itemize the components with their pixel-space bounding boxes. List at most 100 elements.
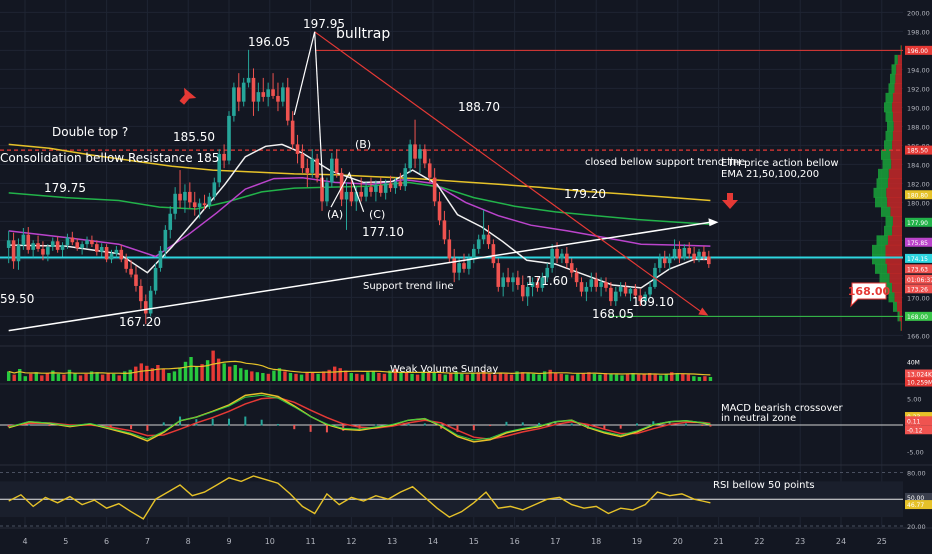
candle-body-bear (300, 153, 305, 169)
volume-bar (570, 375, 574, 381)
profile-bar-up (893, 301, 898, 312)
candle-body-bear (90, 240, 94, 245)
volume-bar (239, 368, 243, 381)
volume-bar (305, 373, 309, 381)
candle-body-bull (46, 247, 50, 255)
macd-histogram-bar (701, 425, 704, 427)
abc-wave-line (330, 171, 365, 213)
candle-body-bull (16, 245, 21, 262)
candle-body-bear (236, 87, 241, 102)
candle-body-bear (222, 153, 226, 161)
candle-body-bull (545, 267, 550, 278)
rsi-line (8, 475, 711, 520)
volume-bar (587, 372, 591, 381)
macd-histogram-bar (293, 425, 296, 430)
volume-bar (272, 370, 276, 381)
x-tick-label: 24 (836, 537, 846, 546)
profile-bar-down (894, 292, 902, 303)
ema100-line (8, 181, 711, 225)
candle-body-bull (246, 77, 251, 83)
trend-lines (8, 31, 719, 332)
volume-bar (18, 369, 22, 381)
candle-body-bull (584, 286, 589, 292)
volume-bar (437, 373, 442, 381)
support-trend-line (8, 221, 711, 332)
price-tag: 177.90 (907, 220, 928, 227)
candle-body-bull (354, 191, 359, 202)
x-tick-label: 22 (754, 537, 764, 546)
macd-histogram-bar (109, 425, 112, 428)
profile-bar-up (878, 168, 889, 179)
candle-body-bear (192, 202, 197, 208)
volume-bar (659, 375, 663, 381)
price-label-179-75: 179.75 (44, 181, 86, 195)
candle-body-bull (481, 234, 486, 240)
volume-bar (222, 363, 226, 381)
candle-body-bear (139, 285, 143, 302)
candle-body-bull (50, 241, 55, 247)
profile-bar-down (892, 225, 902, 236)
candle-body-bear (334, 158, 339, 173)
price-tag-bg (905, 190, 932, 200)
macd-histogram-bar (130, 425, 133, 430)
volume-bar (40, 375, 44, 381)
macd-line (8, 392, 711, 443)
label-rsi-note: RSI bellow 50 points (713, 480, 815, 491)
down-arrow-icon (722, 193, 738, 209)
candle-body-bear (569, 263, 574, 273)
candle-body-bear (95, 244, 99, 252)
volume-bar (382, 373, 387, 381)
price-tag: 173.26 (907, 286, 928, 293)
macd-histogram-bar (472, 425, 475, 431)
candle-body-bear (692, 253, 696, 260)
macd-histogram-bar (28, 423, 31, 426)
volume-bar (548, 369, 552, 381)
candle-body-bull (227, 115, 231, 161)
y-tick-label: 190.00 (907, 104, 930, 112)
profile-bar-up (873, 187, 887, 198)
volume-bar (62, 374, 66, 381)
volume-tag: 13.024K (907, 372, 932, 379)
candle-body-bull (643, 294, 647, 302)
volume-ma-tag-bg (905, 377, 932, 387)
volume-bar (443, 374, 447, 381)
volume-bar (360, 374, 365, 381)
volume-bar (266, 373, 271, 381)
profile-bar-up (881, 149, 891, 160)
x-tick-label: 12 (346, 537, 356, 546)
price-tag: 196.00 (907, 48, 928, 55)
volume-bar (255, 372, 260, 381)
label-double-top: Double top ? (52, 125, 128, 139)
candle-body-bull (163, 229, 168, 251)
volume-bar (150, 368, 155, 381)
macd-histogram-bar (374, 424, 377, 426)
candle-body-bull (472, 248, 476, 259)
candle-body-bull (540, 277, 545, 288)
candle-body-bear (143, 301, 148, 314)
price-tag-bg (905, 253, 932, 263)
volume-bar (636, 374, 641, 381)
label-consolidation: Consolidation bellow Resistance 185 (0, 151, 219, 165)
x-tick-label: 6 (104, 537, 109, 546)
macd-histogram-bar (684, 423, 687, 426)
profile-bar-up (875, 197, 888, 208)
volume-bar (56, 373, 61, 381)
candle-body-bear (579, 282, 584, 292)
candle-body-bear (26, 234, 31, 250)
price-tag: 174.15 (907, 256, 928, 263)
volume-bar (664, 373, 668, 381)
candle-body-bull (560, 253, 564, 259)
label-volume-note: Weak Volume Sunday (390, 364, 498, 375)
candle-body-bear (604, 282, 608, 288)
y-tick-label: 198.00 (907, 28, 930, 36)
volume-bar (183, 361, 188, 381)
volume-bar (128, 369, 132, 381)
volume-bar (89, 371, 94, 381)
volume-bar (228, 366, 232, 381)
candle-body-bear (398, 181, 403, 187)
volume-bar (393, 369, 398, 381)
candle-body-bear (119, 249, 124, 260)
x-tick-label: 11 (306, 537, 316, 546)
rsi-tag: 50.00 (907, 495, 924, 502)
annotations: 197.95 bulltrap 196.05 185.50 Double top… (0, 17, 844, 491)
